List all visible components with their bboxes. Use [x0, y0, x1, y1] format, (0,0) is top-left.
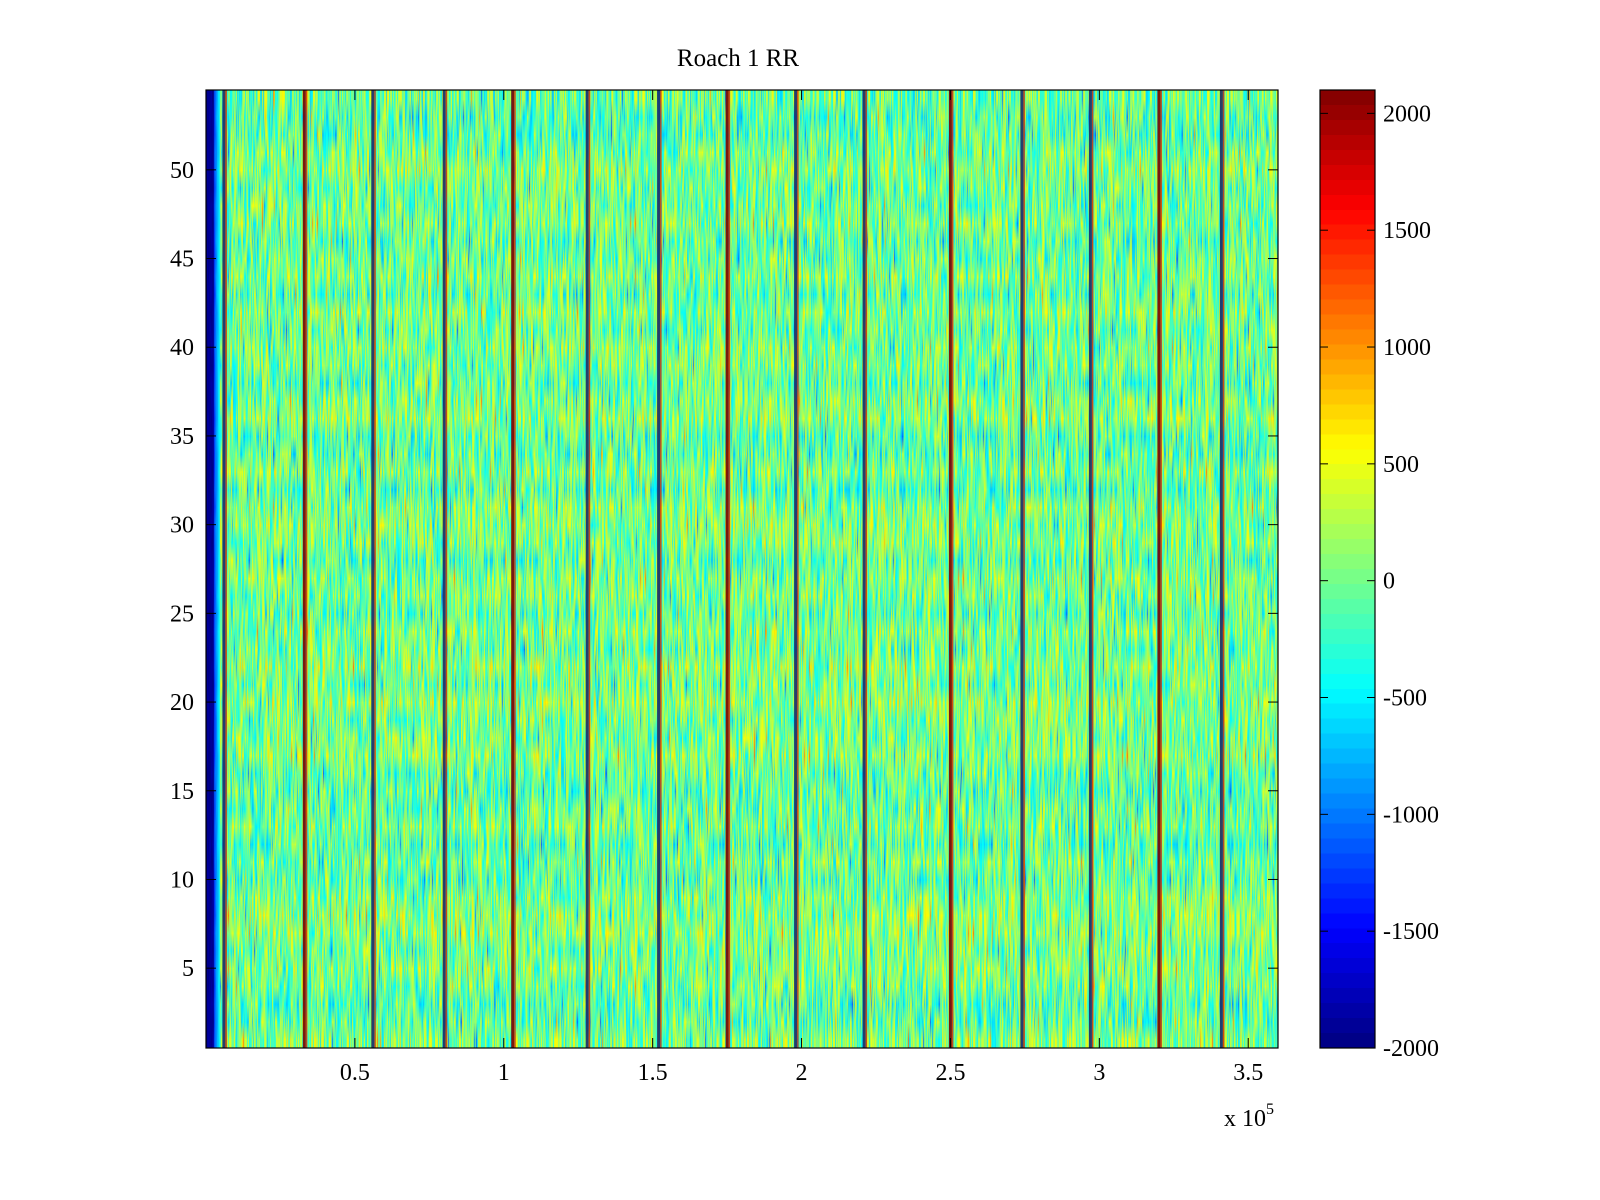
- vertical-stripe: [585, 90, 589, 1048]
- x-tick-label: 2.5: [935, 1060, 965, 1086]
- vertical-stripe: [948, 90, 952, 1048]
- y-axis: 5 10 15 20 25 30 35 40 45 50: [170, 158, 1278, 982]
- vertical-stripe-highlight: [865, 90, 868, 1048]
- vertical-stripes: [222, 90, 1225, 1048]
- vertical-stripe-highlight: [1222, 90, 1225, 1048]
- colorbar-tick-label: -1500: [1383, 919, 1439, 945]
- colorbar-tick-label: 1500: [1383, 218, 1431, 244]
- vertical-stripe: [657, 90, 661, 1048]
- vertical-stripe-highlight: [588, 90, 591, 1048]
- y-tick-label: 35: [170, 424, 194, 450]
- colorbar-tick-label: 2000: [1383, 101, 1431, 127]
- x-tick-label: 3: [1093, 1060, 1105, 1086]
- x-tick-label: 0.5: [340, 1060, 370, 1086]
- vertical-stripe: [1088, 90, 1092, 1048]
- vertical-stripe-highlight: [1160, 90, 1162, 1048]
- vertical-stripe: [511, 90, 515, 1048]
- y-tick-label: 30: [170, 513, 194, 539]
- vertical-stripe-highlight: [374, 90, 376, 1048]
- heatmap-plot-area: [205, 89, 1279, 1049]
- colorbar-tick-label: -2000: [1383, 1036, 1439, 1062]
- colorbar-frame: [1319, 89, 1376, 1049]
- y-tick-label: 45: [170, 247, 194, 273]
- vertical-stripe: [1219, 90, 1223, 1048]
- x-tick-label: 3.5: [1233, 1060, 1263, 1086]
- vertical-stripe: [222, 90, 226, 1048]
- colorbar-tick-label: 0: [1383, 569, 1395, 595]
- vertical-stripe: [371, 90, 375, 1048]
- vertical-stripe-highlight: [951, 90, 954, 1048]
- vertical-stripe-highlight: [1091, 90, 1094, 1048]
- y-tick-label: 10: [170, 867, 194, 893]
- vertical-stripe: [725, 90, 729, 1048]
- x-axis-multiplier: x 105: [1224, 1101, 1274, 1132]
- vertical-stripe-highlight: [445, 90, 448, 1048]
- x-tick-label: 1.5: [638, 1060, 668, 1086]
- vertical-stripe: [442, 90, 446, 1048]
- chart-title: Roach 1 RR: [677, 45, 800, 72]
- vertical-stripe-highlight: [797, 90, 799, 1048]
- vertical-stripe: [302, 90, 306, 1048]
- vertical-stripe: [862, 90, 866, 1048]
- x-tick-label: 2: [796, 1060, 808, 1086]
- plot-frame: [205, 89, 1279, 1049]
- vertical-stripe-highlight: [660, 90, 662, 1048]
- colorbar-tick-label: 1000: [1383, 335, 1431, 361]
- vertical-stripe: [1157, 90, 1161, 1048]
- y-tick-label: 50: [170, 158, 194, 184]
- colorbar-gradient: [1320, 90, 1375, 1048]
- x-axis-multiplier-exponent: 5: [1266, 1101, 1274, 1118]
- colorbar: 2000 1500 1000 500 0 -500 -1000 -1500 -2000: [1319, 89, 1439, 1062]
- vertical-stripe-highlight: [305, 90, 308, 1048]
- y-tick-label: 5: [182, 956, 194, 982]
- y-tick-label: 20: [170, 690, 194, 716]
- y-tick-label: 15: [170, 779, 194, 805]
- y-tick-label: 25: [170, 601, 194, 627]
- vertical-stripe-highlight: [514, 90, 516, 1048]
- colorbar-tick-label: 500: [1383, 452, 1419, 478]
- vertical-stripe-highlight: [1023, 90, 1025, 1048]
- vertical-stripe-highlight: [225, 90, 227, 1048]
- x-axis-multiplier-base: x 10: [1224, 1106, 1266, 1132]
- x-axis: 0.5 1 1.5 2 2.5 3 3.5: [340, 90, 1263, 1086]
- vertical-stripe: [794, 90, 798, 1048]
- y-tick-label: 40: [170, 335, 194, 361]
- colorbar-tick-label: -1000: [1383, 802, 1439, 828]
- vertical-stripe-highlight: [728, 90, 731, 1048]
- colorbar-ticks: 2000 1500 1000 500 0 -500 -1000 -1500 -2000: [1320, 101, 1439, 1062]
- vertical-stripe: [1020, 90, 1024, 1048]
- heatmap-image: [206, 90, 1278, 1048]
- colorbar-tick-label: -500: [1383, 686, 1427, 712]
- x-tick-label: 1: [498, 1060, 510, 1086]
